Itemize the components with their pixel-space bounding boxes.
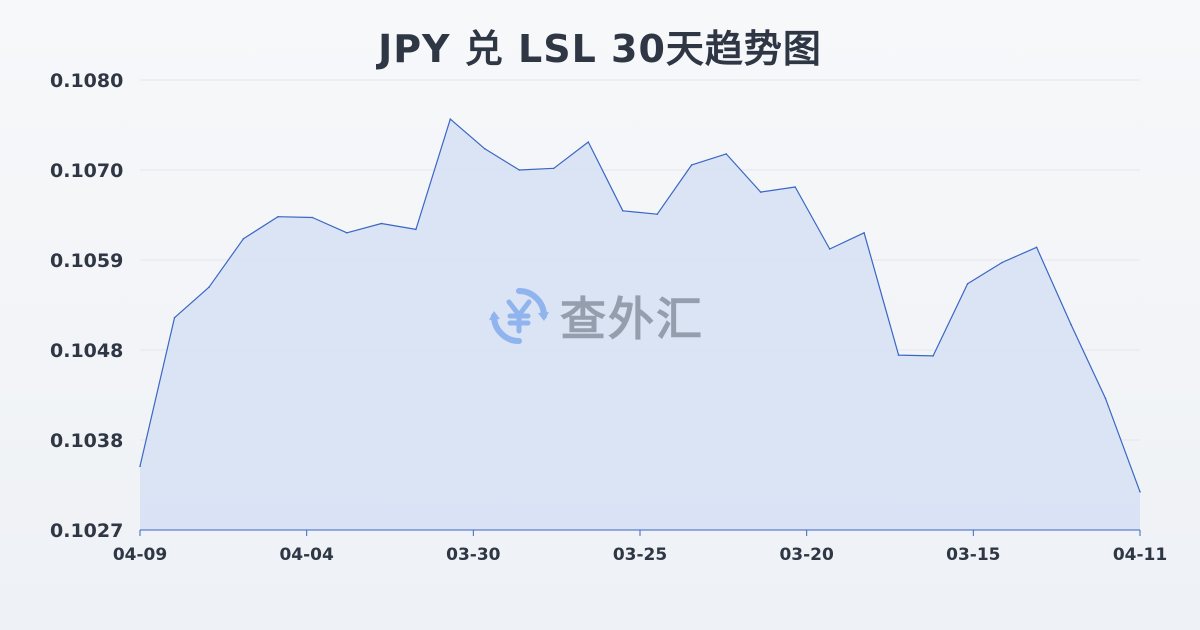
data-point xyxy=(449,118,452,120)
x-axis: 04-09 04-04 03-30 03-25 03-20 03-15 04-11 xyxy=(113,529,1167,565)
data-point xyxy=(1104,397,1107,400)
x-tick-label: 03-15 xyxy=(946,545,1000,565)
series-line xyxy=(139,118,1141,493)
y-tick-label: 0.1070 xyxy=(50,160,123,182)
data-point xyxy=(932,355,934,357)
data-point xyxy=(587,141,590,143)
y-tick-label: 0.1027 xyxy=(50,520,123,542)
data-point xyxy=(311,216,314,219)
x-tick-label: 03-30 xyxy=(446,545,501,565)
data-point xyxy=(690,164,693,166)
data-point xyxy=(208,286,210,289)
data-point xyxy=(1035,246,1038,249)
watermark: 查外汇 xyxy=(488,286,704,346)
data-point xyxy=(828,248,831,250)
data-point xyxy=(518,169,521,171)
watermark-text: 查外汇 xyxy=(560,292,704,346)
chart-title: JPY 兑 LSL 30天趋势图 xyxy=(378,27,822,71)
data-point xyxy=(725,153,727,155)
data-point xyxy=(1001,261,1003,264)
data-point xyxy=(242,238,245,240)
data-point xyxy=(897,354,900,356)
data-point xyxy=(794,186,796,188)
data-point xyxy=(484,148,486,150)
data-point xyxy=(622,210,624,212)
data-point xyxy=(346,232,348,234)
data-point xyxy=(277,215,279,218)
x-tick-label: 03-20 xyxy=(779,545,834,565)
area-fill xyxy=(140,119,1140,530)
y-tick-label: 0.1038 xyxy=(50,430,123,452)
yen-exchange-icon xyxy=(489,288,549,344)
y-tick-label: 0.1080 xyxy=(50,70,123,92)
data-point xyxy=(553,167,555,170)
series-area xyxy=(139,118,1141,530)
y-axis: 0.1080 0.1070 0.1059 0.1048 0.1038 0.1027 xyxy=(50,70,123,542)
data-point xyxy=(1139,491,1141,493)
data-point xyxy=(863,232,865,234)
x-tick-label: 04-04 xyxy=(279,545,334,565)
x-tick-label: 04-09 xyxy=(113,545,167,565)
data-point xyxy=(966,283,969,285)
data-point xyxy=(1070,323,1072,326)
y-tick-label: 0.1059 xyxy=(50,250,123,272)
data-point xyxy=(380,222,383,225)
data-point xyxy=(139,465,141,468)
y-tick-label: 0.1048 xyxy=(50,340,123,362)
data-point xyxy=(415,228,417,231)
data-point xyxy=(173,316,176,319)
data-point xyxy=(656,213,658,215)
x-tick-label: 04-11 xyxy=(1113,545,1167,565)
data-point xyxy=(759,191,762,193)
x-tick-label: 03-25 xyxy=(613,545,667,565)
